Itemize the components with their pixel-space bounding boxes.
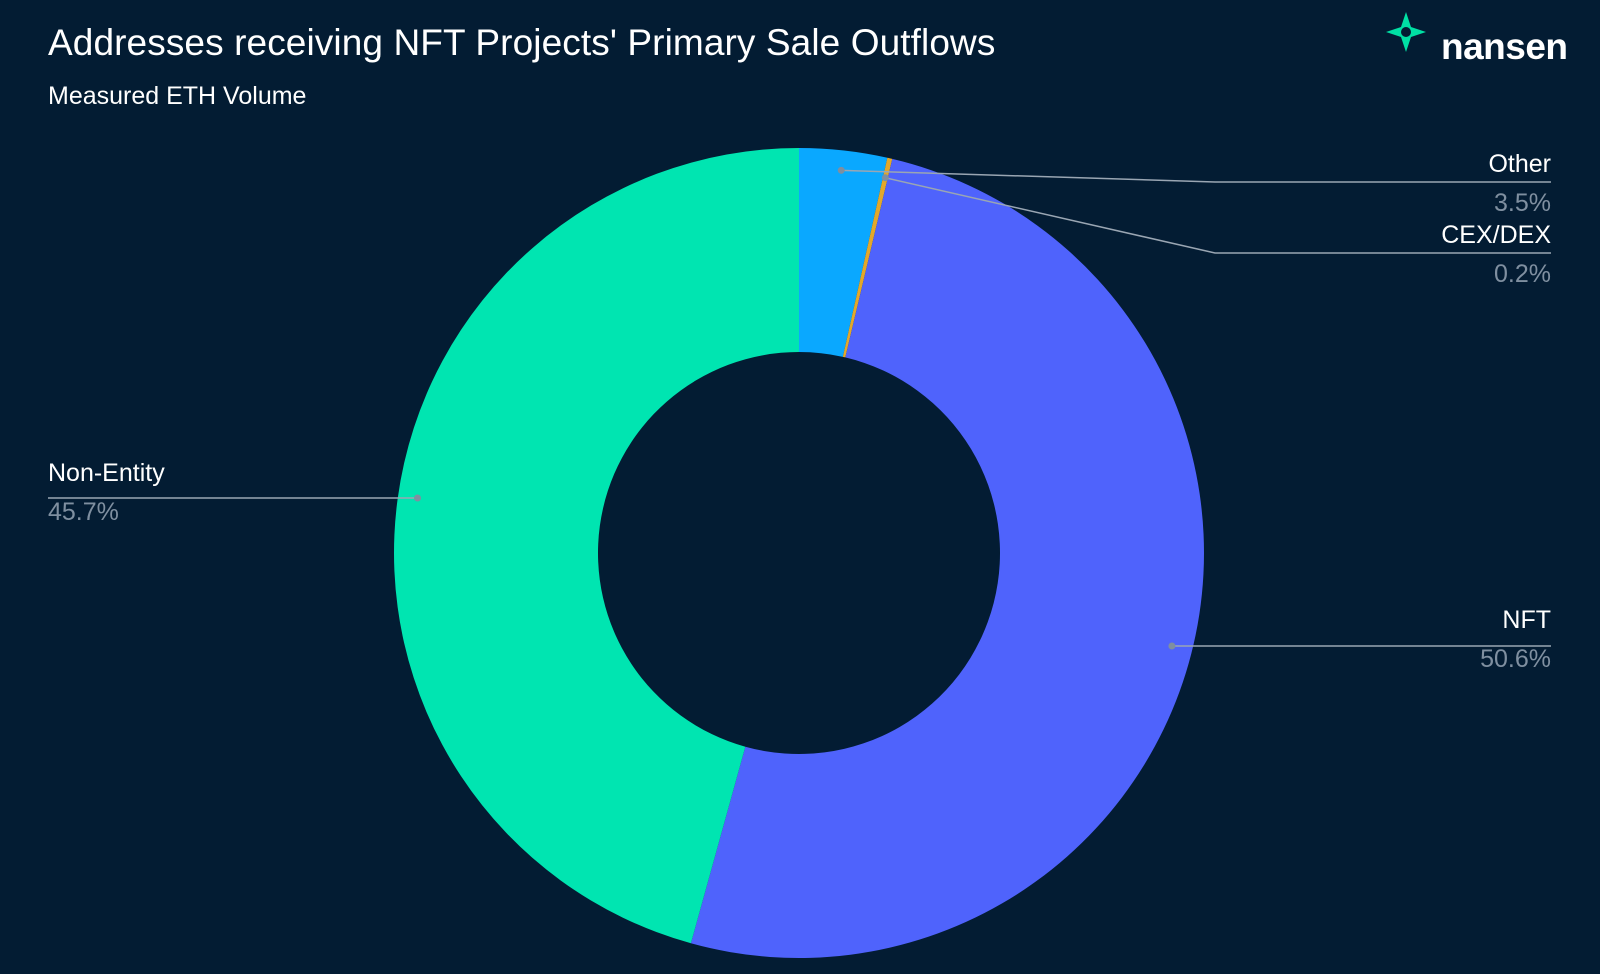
leader-dot-cex-dex — [881, 174, 889, 182]
label-value-cex-dex: 0.2% — [1494, 260, 1551, 288]
brand-name: nansen — [1441, 26, 1568, 67]
chart-title: Addresses receiving NFT Projects' Primar… — [48, 22, 996, 63]
slice-nft — [690, 158, 1204, 958]
label-name-other: Other — [1488, 150, 1551, 178]
leader-dot-nft — [1168, 642, 1176, 650]
slice-cex-dex — [842, 157, 893, 358]
label-value-non-entity: 45.7% — [48, 498, 119, 526]
nansen-star-icon — [1386, 12, 1426, 52]
leader-dot-non-entity — [414, 494, 422, 502]
slice-non-entity — [393, 148, 799, 944]
leader-dot-other — [837, 166, 845, 174]
chart-subtitle: Measured ETH Volume — [48, 82, 307, 110]
label-name-nft: NFT — [1502, 606, 1551, 634]
label-value-nft: 50.6% — [1480, 645, 1551, 673]
slice-other — [799, 148, 888, 357]
nansen-logo: nansen — [1386, 8, 1568, 68]
label-name-cex-dex: CEX/DEX — [1441, 221, 1551, 249]
label-name-non-entity: Non-Entity — [48, 459, 165, 487]
leader-line-cex-dex — [885, 177, 1551, 254]
label-value-other: 3.5% — [1494, 189, 1551, 217]
leader-line-other — [841, 169, 1551, 183]
